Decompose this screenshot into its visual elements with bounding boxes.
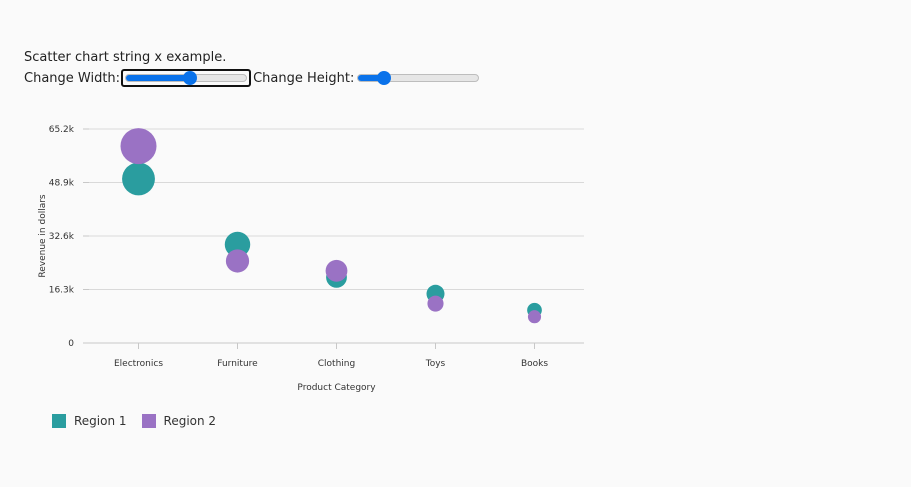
x-axis-label: Product Category: [297, 383, 376, 393]
height-slider[interactable]: [355, 71, 481, 85]
y-tick-label: 16.3k: [49, 286, 75, 296]
data-point-series-2: [527, 310, 542, 324]
y-tick-label: 0: [68, 339, 74, 349]
legend-swatch-region-1: [52, 414, 66, 428]
width-label: Change Width:: [24, 70, 121, 86]
data-point-series-1: [224, 231, 251, 258]
page-title: Scatter chart string x example.: [24, 50, 227, 65]
size-controls: Change Width: Change Height:: [24, 68, 483, 88]
height-label: Change Height:: [253, 70, 355, 86]
data-point-series-2: [427, 295, 444, 312]
x-tick-label: Furniture: [217, 359, 258, 369]
y-tick-label: 32.6k: [49, 232, 75, 242]
legend-swatch-region-2: [141, 414, 156, 428]
y-tick-label: 65.2k: [49, 125, 75, 135]
data-point-series-2: [120, 128, 157, 165]
width-slider-thumb[interactable]: [182, 71, 197, 85]
chart-legend: Region 1 Region 2: [52, 414, 231, 428]
height-slider-fill: [358, 75, 385, 81]
x-tick-label: Books: [521, 359, 548, 369]
y-axis-label: Revenue in dollars: [38, 194, 48, 278]
legend-label-region-1: Region 1: [74, 414, 127, 428]
legend-item-region-1[interactable]: Region 1: [52, 414, 127, 428]
height-slider-track[interactable]: [357, 74, 480, 82]
legend-label-region-2: Region 2: [163, 414, 217, 428]
data-point-series-2: [225, 249, 250, 273]
x-tick-label: Clothing: [318, 359, 355, 369]
width-slider-fill: [126, 75, 190, 81]
height-slider-thumb[interactable]: [377, 71, 392, 85]
x-tick-label: Electronics: [114, 359, 163, 369]
data-point-series-1: [122, 162, 155, 196]
legend-item-region-2[interactable]: Region 2: [141, 414, 217, 428]
x-tick-label: Toys: [425, 359, 446, 369]
width-slider[interactable]: [121, 69, 252, 87]
y-tick-label: 48.9k: [49, 179, 75, 189]
data-point-series-2: [325, 259, 348, 282]
